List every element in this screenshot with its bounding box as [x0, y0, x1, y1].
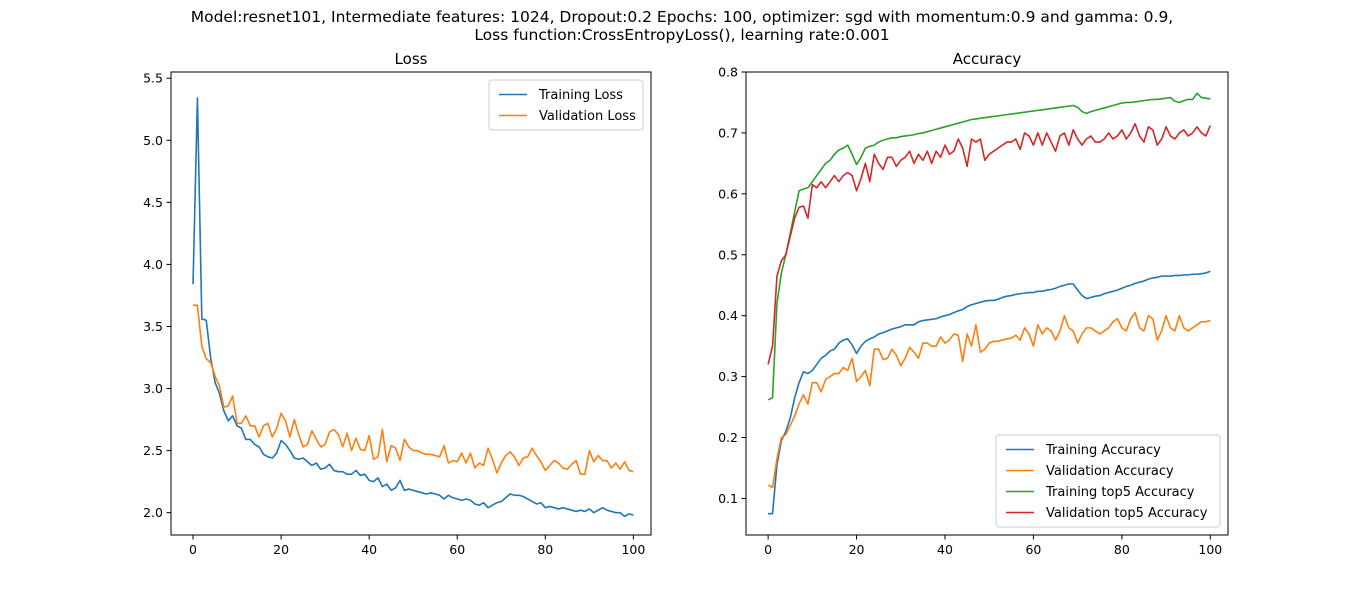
figure-title-line-1: Model:resnet101, Intermediate features: …: [190, 8, 1174, 26]
legend-label-training-loss: Training Loss: [538, 88, 623, 103]
legend-label-training-accuracy: Training Accuracy: [1045, 443, 1161, 458]
y-tick-label: 0.6: [718, 186, 738, 201]
legend-label-training-top5-accuracy: Training top5 Accuracy: [1045, 485, 1195, 500]
figure-title-line-2: Loss function:CrossEntropyLoss(), learni…: [474, 25, 890, 44]
y-tick-label: 3.0: [143, 381, 163, 396]
y-tick-label: 0.8: [718, 65, 738, 80]
y-tick-label: 3.5: [143, 319, 163, 334]
y-tick-label: 5.5: [143, 71, 163, 86]
x-tick-label: 20: [849, 542, 865, 557]
x-tick-label: 60: [449, 542, 465, 557]
legend: Training Loss Validation Loss: [488, 79, 644, 131]
legend-box: [488, 79, 644, 131]
figure-title: Model:resnet101, Intermediate features: …: [0, 8, 1364, 44]
y-tick-label: 0.3: [718, 369, 738, 384]
x-tick-label: 0: [189, 542, 197, 557]
x-tick-label: 0: [764, 542, 772, 557]
y-tick-label: 2.0: [143, 505, 163, 520]
y-tick-label: 0.1: [718, 491, 738, 506]
y-tick-label: 4.5: [143, 195, 163, 210]
legend: Training Accuracy Validation Accuracy Trai…: [995, 434, 1221, 528]
chart-title: Accuracy: [953, 50, 1022, 68]
x-tick-label: 80: [1114, 542, 1130, 557]
plot-frame: [745, 71, 1229, 536]
x-tick-label: 80: [537, 542, 553, 557]
loss-chart: Loss 0 20 40 60 80 100 2.0 2.5 3.0 3.5 4.0 4.5 5.0 5.5…: [143, 50, 652, 557]
legend-label-validation-accuracy: Validation Accuracy: [1046, 464, 1174, 479]
legend-box: [995, 434, 1221, 528]
legend-label-validation-loss: Validation Loss: [539, 109, 636, 124]
x-tick-label: 20: [273, 542, 289, 557]
legend-label-validation-top5-accuracy: Validation top5 Accuracy: [1046, 506, 1208, 521]
y-tick-label: 0.7: [718, 125, 738, 140]
series-line-validation-accuracy: [767, 311, 1211, 489]
x-tick-label: 40: [937, 542, 953, 557]
plot-frame: [170, 71, 652, 536]
y-tick-label: 5.0: [143, 133, 163, 148]
y-tick-label: 0.2: [718, 430, 738, 445]
series-line-training-loss: [192, 97, 634, 518]
x-tick-label: 60: [1025, 542, 1041, 557]
series-line-validation-loss: [193, 304, 634, 475]
y-tick-label: 4.0: [143, 257, 163, 272]
series-line-training-accuracy: [768, 270, 1211, 515]
series-line-training-top5-accuracy: [767, 92, 1211, 401]
x-tick-label: 40: [361, 542, 377, 557]
x-tick-label: 100: [1198, 542, 1222, 557]
chart-title: Loss: [395, 50, 428, 68]
accuracy-chart: Accuracy 0 20 40 60 80 100 0.1 0.2 0.3 0.4 0.5 0.6 0.…: [718, 50, 1229, 557]
y-tick-label: 2.5: [143, 443, 163, 458]
y-tick-label: 0.4: [718, 308, 738, 323]
x-tick-label: 100: [621, 542, 645, 557]
series-line-validation-top5-accuracy: [767, 122, 1212, 365]
y-tick-label: 0.5: [718, 247, 738, 262]
